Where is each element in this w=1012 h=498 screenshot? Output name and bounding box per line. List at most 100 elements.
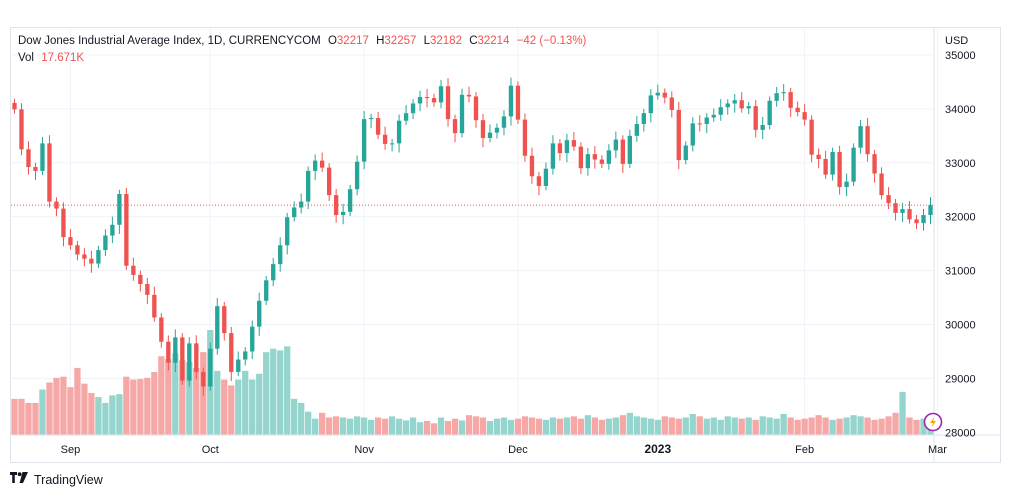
candle-body (389, 143, 395, 145)
volume-bar (871, 419, 878, 435)
price-tick-label: 29000 (945, 373, 976, 385)
volume-bar (906, 417, 913, 435)
legend-low-value: 32182 (430, 35, 462, 47)
flash-icon[interactable] (923, 412, 943, 432)
time-axis[interactable]: Sep Oct Nov Dec 2023 Feb Mar (61, 442, 948, 456)
volume-bar (137, 379, 144, 435)
volume-bar (717, 419, 724, 435)
candle-body (529, 155, 535, 177)
volume-bar (81, 383, 88, 435)
candle-body (858, 126, 863, 148)
candle-body (606, 150, 612, 164)
price-tick-label: 31000 (945, 266, 976, 278)
volume-bar (102, 402, 109, 435)
candle-body (396, 120, 402, 144)
volume-bar (116, 394, 123, 435)
volume-bar (661, 416, 668, 435)
candle-body (96, 250, 101, 264)
candle-body (592, 154, 598, 160)
candle-body (816, 154, 821, 159)
volume-bar (913, 419, 920, 435)
candle-body (438, 86, 444, 103)
candle-body (319, 160, 325, 168)
candle-body (690, 123, 695, 146)
candle-body (187, 343, 192, 381)
volume-bar (123, 376, 130, 435)
candle-body (354, 161, 360, 190)
candle-body (613, 139, 619, 151)
candle-body (907, 209, 912, 220)
candle-body (718, 107, 723, 115)
price-tick-label: 34000 (945, 104, 976, 116)
candle-body (68, 237, 73, 246)
price-axis[interactable]: USD 35000 34000 33000 32000 31000 30000 29000 2… (945, 35, 976, 439)
price-tick-label: 28000 (945, 427, 976, 439)
candle-body (215, 306, 220, 349)
candle-body (410, 103, 416, 114)
candle-body (47, 143, 52, 202)
candle-body (89, 258, 94, 264)
volume-bar (899, 391, 906, 435)
volume-bar (277, 350, 284, 435)
volume-bar (780, 414, 787, 435)
volume-bar (46, 382, 53, 435)
volume-bar (836, 418, 843, 435)
volume-bar (249, 379, 256, 435)
candle-body (117, 194, 122, 225)
candle-body (522, 119, 528, 156)
candle-body (159, 317, 164, 342)
volume-bar (88, 393, 95, 435)
volume-bar (668, 417, 675, 435)
volume-bar (696, 416, 703, 435)
candle-body (823, 158, 828, 175)
volume-legend: Vol 17.671K (18, 52, 84, 64)
volume-bar (305, 411, 312, 435)
volume-bar (514, 418, 522, 435)
candle-body (725, 103, 730, 108)
candle-body (466, 94, 472, 97)
volume-bar (549, 417, 557, 435)
volume-bar (158, 356, 165, 435)
volume-bar (626, 412, 633, 435)
candle-body (124, 194, 129, 266)
volume-bar (465, 415, 473, 435)
candle-body (886, 195, 891, 204)
candle-body (669, 97, 674, 110)
volume-bar (312, 418, 319, 435)
candle-body (173, 337, 178, 363)
tradingview-logo[interactable]: TradingView (10, 472, 103, 487)
time-tick-label: Sep (61, 444, 81, 456)
volume-bar (472, 416, 480, 435)
candle-body (424, 97, 430, 99)
candle-body (844, 181, 849, 188)
volume-bar (766, 417, 773, 435)
candle-body (802, 112, 807, 120)
volume-bar (920, 418, 927, 435)
candle-body (480, 120, 486, 138)
volume-bar (270, 348, 277, 435)
candle-body (243, 351, 248, 360)
volume-bar (822, 417, 829, 435)
candle-body (26, 149, 31, 168)
volume-bars (11, 330, 934, 435)
candle-body (257, 300, 262, 327)
candle-body (382, 134, 388, 144)
volume-value: 17.671K (41, 52, 85, 64)
time-tick-label: Mar (928, 444, 947, 456)
volume-bar (570, 416, 578, 435)
volume-bar (319, 412, 326, 435)
candle-body (487, 132, 493, 138)
volume-bar (878, 418, 885, 435)
time-tick-label: Oct (202, 444, 219, 456)
candle-body (403, 113, 409, 121)
candle-body (333, 195, 339, 216)
candle-body (767, 100, 772, 126)
volume-bar (409, 417, 417, 435)
legend-close-value: 32214 (477, 35, 510, 47)
chart-frame (10, 27, 1001, 463)
candle-body (417, 97, 423, 104)
candle-body (893, 203, 898, 213)
candle-body (760, 125, 765, 130)
candle-body (543, 168, 549, 186)
